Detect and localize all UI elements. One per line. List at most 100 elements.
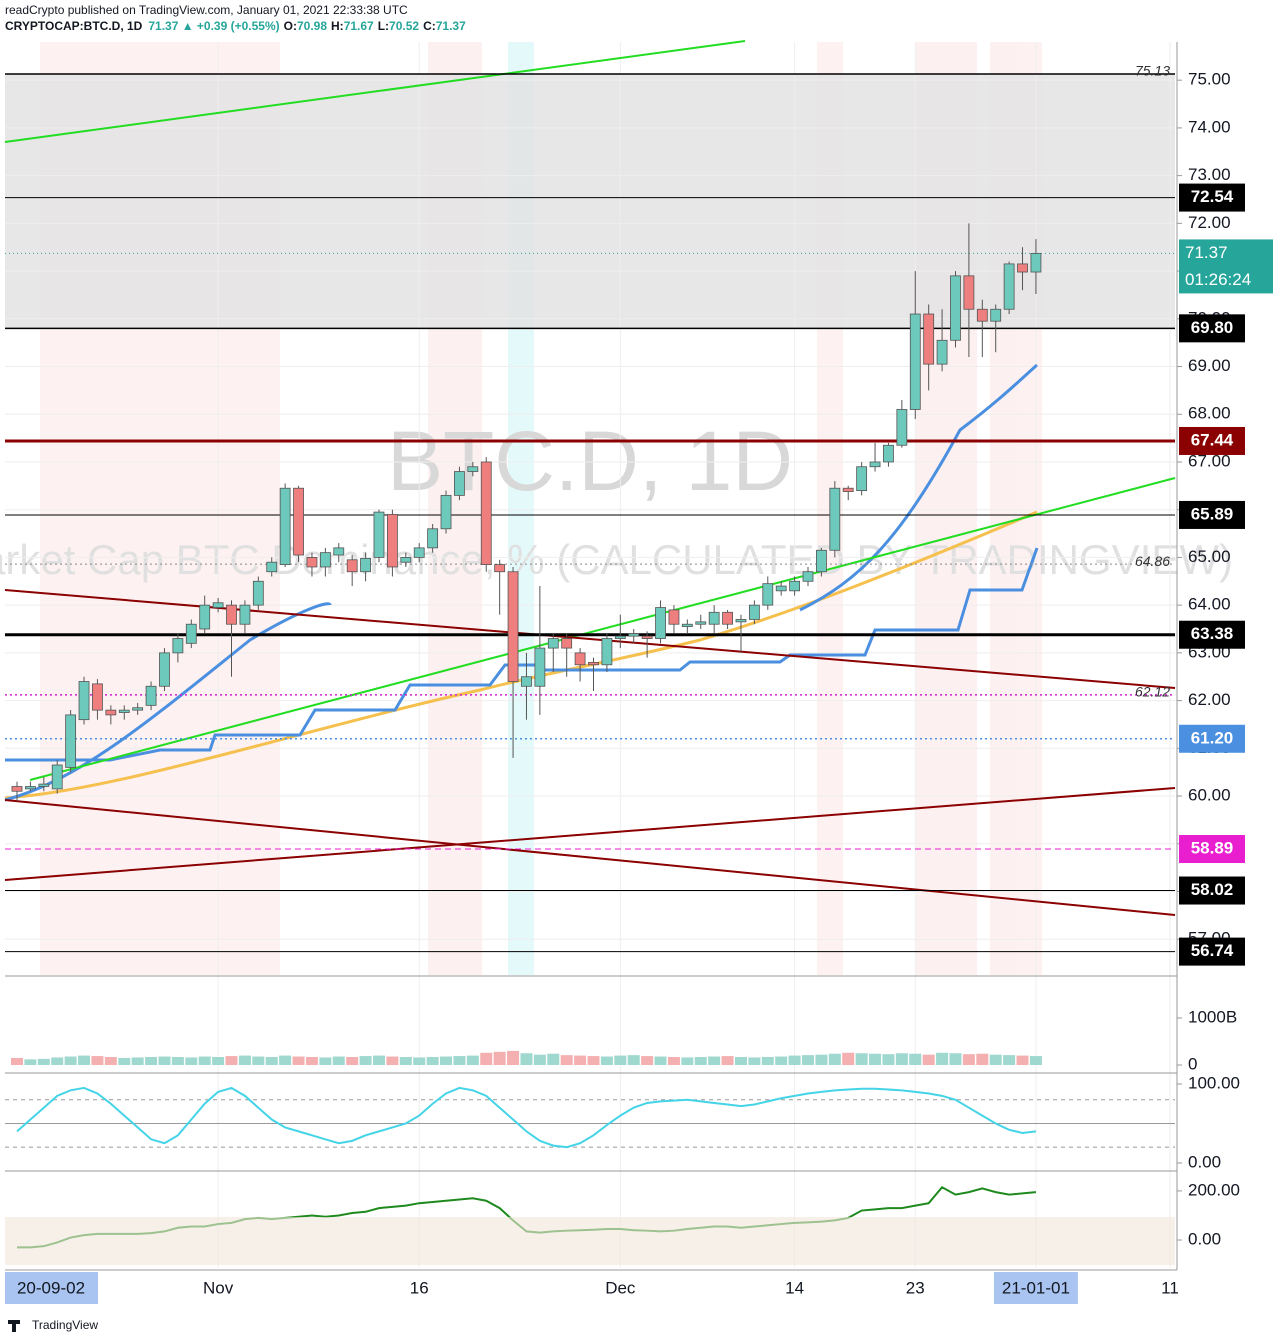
candle-body bbox=[507, 571, 519, 682]
candle-body bbox=[293, 487, 304, 556]
candle-body bbox=[145, 685, 157, 706]
x-label-box bbox=[993, 1272, 1078, 1304]
volume-bar bbox=[212, 1057, 225, 1065]
volume-bar bbox=[882, 1054, 895, 1065]
volume-bar bbox=[292, 1056, 305, 1065]
candle-body bbox=[239, 604, 251, 625]
candle-body bbox=[1030, 253, 1042, 273]
footer-logo bbox=[8, 1320, 20, 1332]
level-label-box bbox=[1179, 500, 1245, 529]
y-tick-label: 67.00 bbox=[1188, 451, 1231, 470]
level-label: 62.12 bbox=[1135, 684, 1170, 700]
volume-bar bbox=[895, 1053, 908, 1065]
candle-body bbox=[427, 528, 439, 549]
last-price-box bbox=[1179, 239, 1273, 294]
volume-bar bbox=[51, 1057, 64, 1065]
volume-bar bbox=[936, 1052, 949, 1065]
x-tick-label: 21-01-01 bbox=[1002, 1278, 1070, 1297]
price-zone bbox=[5, 73, 1175, 329]
level-label-box bbox=[1179, 426, 1245, 455]
candle-body bbox=[856, 466, 868, 492]
candle-body bbox=[386, 514, 398, 568]
candle-body bbox=[789, 580, 801, 592]
volume-bar bbox=[493, 1051, 506, 1065]
candle-body bbox=[494, 564, 506, 573]
candle-body bbox=[628, 633, 640, 637]
volume-bar bbox=[962, 1054, 975, 1065]
header-line1: readCrypto published on TradingView.com,… bbox=[5, 3, 408, 17]
candle-body bbox=[360, 557, 371, 573]
candle-body bbox=[722, 611, 733, 625]
volume-bar bbox=[627, 1055, 640, 1065]
candle-body bbox=[883, 444, 894, 463]
volume-bar bbox=[708, 1056, 721, 1065]
volume-bar bbox=[359, 1056, 372, 1065]
candle-body bbox=[252, 580, 264, 606]
volume-bar bbox=[131, 1057, 144, 1065]
volume-bar bbox=[426, 1057, 439, 1065]
candle-body bbox=[923, 313, 935, 365]
candle-body bbox=[346, 559, 358, 573]
watermark-description: Market Cap BTC Dominance, % (CALCULATED … bbox=[0, 536, 1233, 583]
candle-body bbox=[78, 681, 90, 721]
candle-body bbox=[775, 585, 787, 592]
candle-body bbox=[185, 623, 197, 644]
candle-body bbox=[51, 764, 63, 790]
volume-bar bbox=[91, 1056, 104, 1065]
candle-body bbox=[816, 549, 827, 573]
volume-bar bbox=[265, 1057, 278, 1065]
y-tick-label: 74.00 bbox=[1188, 117, 1231, 136]
volume-bar bbox=[600, 1056, 613, 1065]
candle-body bbox=[25, 786, 36, 790]
candle-body bbox=[574, 652, 586, 666]
candle-body bbox=[869, 461, 881, 468]
volume-bar bbox=[587, 1056, 600, 1065]
candle-body bbox=[708, 611, 720, 625]
candle-body bbox=[159, 652, 170, 687]
level-label: 56.74 bbox=[1191, 941, 1234, 960]
level-label: 67.44 bbox=[1191, 430, 1234, 449]
level-label-box bbox=[1179, 835, 1245, 864]
candle-body bbox=[521, 676, 532, 687]
volume-bar bbox=[252, 1056, 265, 1065]
candle-body bbox=[802, 571, 814, 582]
candle-body bbox=[936, 339, 948, 365]
volume-bar bbox=[694, 1057, 707, 1065]
candle-body bbox=[172, 638, 184, 654]
candle-body bbox=[896, 409, 908, 446]
header-ohlc-value: 71.37 bbox=[436, 19, 466, 33]
volume-bar bbox=[721, 1056, 734, 1065]
level-label-box bbox=[1179, 937, 1245, 966]
volume-bar bbox=[560, 1055, 573, 1065]
y-tick-label: 0 bbox=[1188, 1054, 1197, 1073]
volume-bar bbox=[667, 1057, 680, 1065]
header-line2: CRYPTOCAP:BTC.D, 1D 71.37 ▲ +0.39 (+0.55%… bbox=[5, 19, 466, 33]
candle-body bbox=[990, 308, 1002, 322]
volume-bar bbox=[802, 1055, 815, 1065]
x-tick-label: Nov bbox=[203, 1278, 234, 1297]
candle-body bbox=[976, 308, 988, 322]
volume-bar bbox=[520, 1053, 533, 1065]
volume-bar bbox=[198, 1056, 211, 1065]
volume-bar bbox=[547, 1053, 560, 1065]
candle-body bbox=[1017, 263, 1028, 273]
candle-body bbox=[668, 609, 680, 625]
candle-body bbox=[480, 461, 492, 565]
y-tick-label: 60.00 bbox=[1188, 786, 1231, 805]
candle-body bbox=[735, 619, 747, 623]
header-ohlc-value: 70.98 bbox=[297, 19, 327, 33]
candle-body bbox=[963, 275, 975, 310]
volume-bar bbox=[346, 1057, 359, 1065]
candle-body bbox=[1003, 263, 1015, 310]
x-tick-label: Dec bbox=[605, 1278, 636, 1297]
candle-body bbox=[11, 786, 23, 792]
level-label-box bbox=[1179, 876, 1245, 905]
x-tick-label: 11 bbox=[1161, 1278, 1179, 1297]
level-label-box bbox=[1179, 314, 1245, 343]
volume-bar bbox=[1003, 1055, 1016, 1065]
candle-body bbox=[695, 621, 707, 625]
candle-body bbox=[373, 511, 385, 558]
level-label: 65.89 bbox=[1191, 504, 1234, 523]
y-tick-label: 64.00 bbox=[1188, 595, 1231, 614]
y-tick-label: 72.00 bbox=[1188, 213, 1231, 232]
